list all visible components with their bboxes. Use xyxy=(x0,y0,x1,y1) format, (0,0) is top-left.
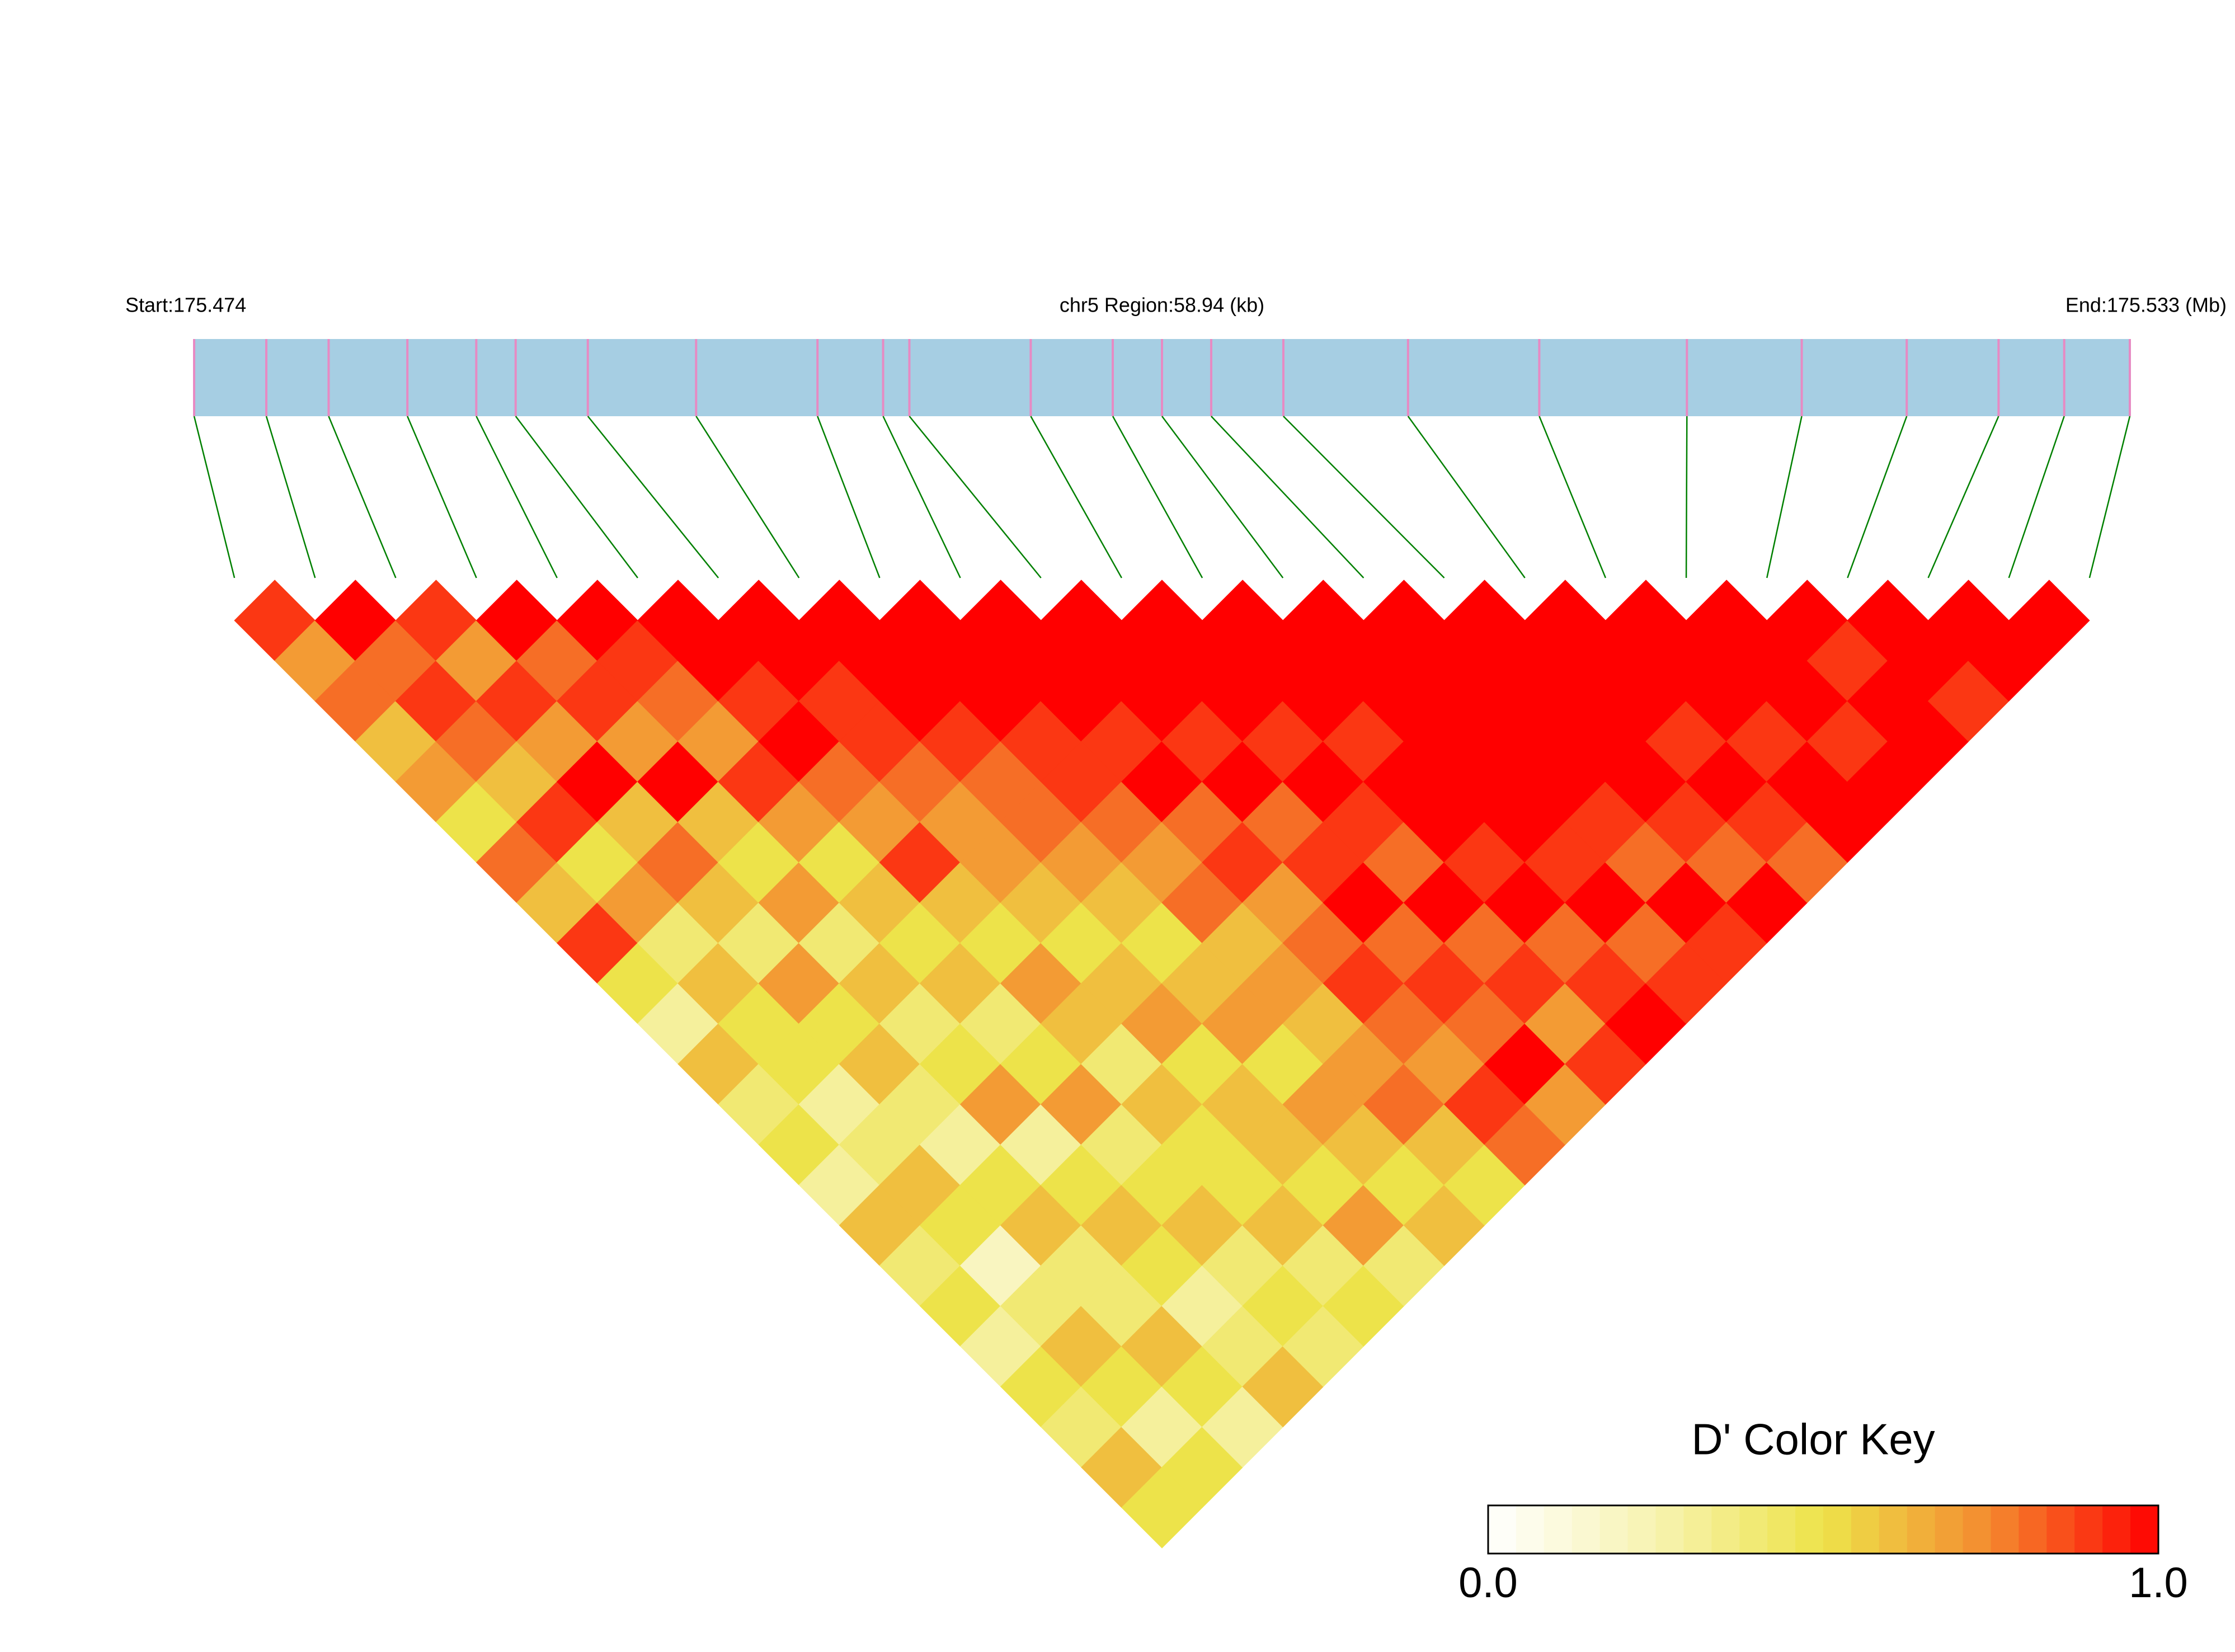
snp-connector xyxy=(817,416,881,578)
snp-connector xyxy=(2088,416,2131,578)
color-key-swatch xyxy=(1963,1505,1992,1554)
color-key-swatch xyxy=(1907,1505,1936,1554)
snp-connector xyxy=(1847,416,1908,578)
color-key-swatch xyxy=(1795,1505,1824,1554)
snp-connector xyxy=(1030,416,1123,578)
color-key-frame xyxy=(1487,1504,2159,1555)
color-key-tick-label: 0.0 xyxy=(1458,1559,1518,1607)
color-key-title: D' Color Key xyxy=(1691,1415,1935,1464)
color-key-swatch xyxy=(1544,1505,1573,1554)
snp-connector xyxy=(1685,416,1688,578)
color-key-swatch xyxy=(2102,1505,2132,1554)
color-key-swatch xyxy=(2074,1505,2104,1554)
color-key-tick-label: 1.0 xyxy=(2129,1559,2188,1607)
color-key-swatch xyxy=(2130,1505,2159,1554)
color-key-swatch xyxy=(1851,1505,1880,1554)
snp-connector xyxy=(476,416,558,578)
snp-connector xyxy=(1538,416,1607,578)
color-key-swatch xyxy=(1655,1505,1685,1554)
color-key-swatch xyxy=(2046,1505,2076,1554)
snp-connector xyxy=(515,416,638,578)
start-label: Start:175.474 xyxy=(125,294,246,317)
snp-connector xyxy=(1211,416,1364,578)
snp-connector xyxy=(909,416,1042,578)
color-key-swatch xyxy=(1991,1505,2020,1554)
color-key-swatch xyxy=(1823,1505,1852,1554)
snp-connector xyxy=(695,416,800,578)
snp-connector xyxy=(193,416,236,578)
color-key-swatch xyxy=(1935,1505,1964,1554)
color-key-swatch xyxy=(1627,1505,1657,1554)
snp-connector xyxy=(1161,416,1284,578)
color-key-swatch xyxy=(1571,1505,1601,1554)
snp-connector xyxy=(328,416,397,578)
snp-connector xyxy=(1283,416,1445,578)
color-key-swatch xyxy=(1488,1505,1517,1554)
end-label: End:175.533 (Mb) xyxy=(2065,294,2227,317)
snp-connector xyxy=(265,416,316,578)
region-label: chr5 Region:58.94 (kb) xyxy=(1060,294,1264,317)
color-key-swatch xyxy=(1711,1505,1740,1554)
color-key-swatch xyxy=(2018,1505,2048,1554)
snp-connector xyxy=(407,416,477,578)
ld-cell xyxy=(2008,580,2090,661)
snp-connector xyxy=(587,416,719,578)
snp-connector xyxy=(1112,416,1203,578)
snp-connector xyxy=(1927,416,1999,578)
color-key-swatch xyxy=(1879,1505,1908,1554)
snp-connector xyxy=(1407,416,1526,578)
snp-connector xyxy=(2008,416,2065,578)
color-key-swatch xyxy=(1516,1505,1545,1554)
color-key-swatch xyxy=(1739,1505,1768,1554)
color-key-swatch xyxy=(1599,1505,1629,1554)
snp-connector xyxy=(1766,416,1803,578)
color-key-swatch xyxy=(1683,1505,1712,1554)
color-key-swatch xyxy=(1767,1505,1796,1554)
snp-connector xyxy=(882,416,961,578)
